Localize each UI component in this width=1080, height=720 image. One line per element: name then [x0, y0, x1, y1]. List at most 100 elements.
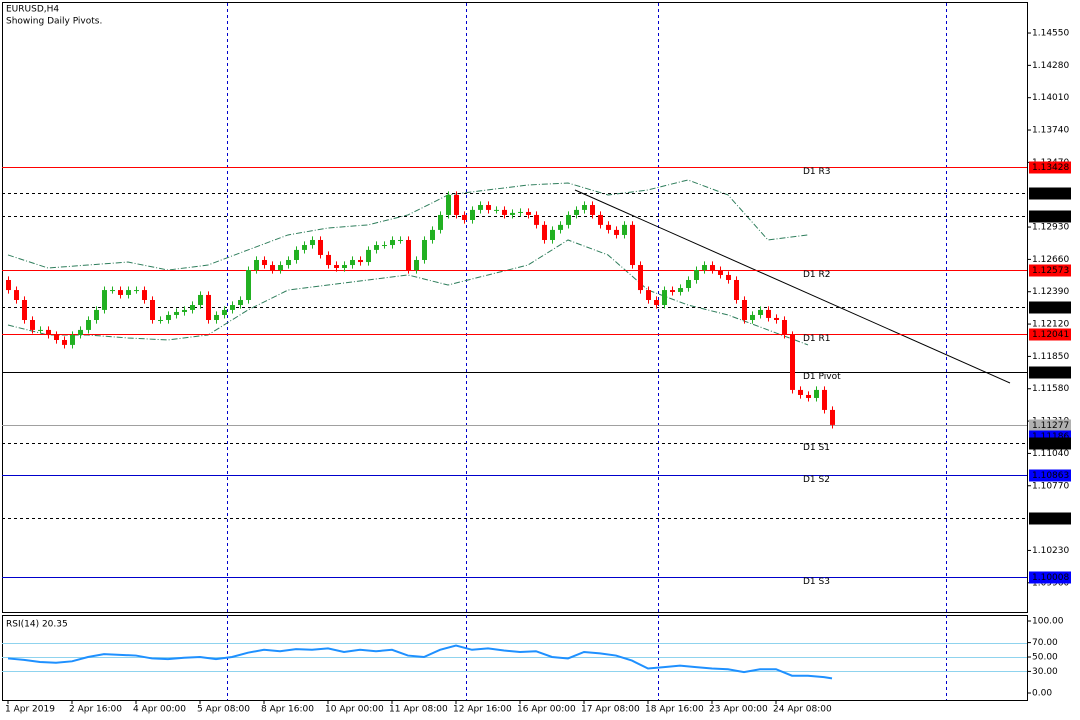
candle-body	[294, 249, 299, 260]
x-tick-label: 5 Apr 08:00	[197, 705, 250, 715]
envelope-band	[7, 179, 809, 271]
candle-body	[686, 279, 691, 289]
candle-body	[262, 259, 267, 266]
candle-body	[46, 329, 51, 335]
level-name: D1 R1	[803, 334, 831, 344]
candle-body	[342, 265, 347, 269]
candle-body	[726, 274, 731, 280]
candle-body	[558, 224, 563, 230]
price-box	[1029, 328, 1071, 341]
candle-body	[590, 205, 595, 215]
x-tick-label: 1 Apr 2019	[5, 705, 55, 715]
candle-body	[710, 265, 715, 271]
candle-body	[94, 309, 99, 320]
candle-body	[622, 224, 627, 235]
candle-body	[406, 239, 411, 271]
candle-body	[550, 229, 555, 240]
candle-body	[374, 245, 379, 250]
x-tick-label: 24 Apr 08:00	[773, 705, 832, 715]
price-box-label: 1.11186	[1032, 432, 1069, 442]
candle-body	[382, 245, 387, 247]
candle-body	[366, 249, 371, 263]
x-tick-label: 10 Apr 00:00	[325, 705, 384, 715]
candle-body	[326, 254, 331, 266]
y-tick-label: 50.00	[1032, 652, 1058, 662]
chart-subtitle: Showing Daily Pivots.	[6, 17, 102, 27]
candle-body	[470, 209, 475, 220]
candle-body	[350, 259, 355, 266]
candle-body	[134, 290, 139, 292]
candle-body	[510, 212, 515, 215]
candle-body	[246, 270, 251, 300]
price-box	[1029, 301, 1071, 314]
price-box-label: 1.13213	[1032, 189, 1069, 199]
price-box	[1029, 210, 1071, 223]
candle-body	[670, 290, 675, 292]
price-box	[1029, 264, 1071, 277]
y-tick-label: 1.10230	[1032, 546, 1069, 556]
candle-body	[598, 214, 603, 225]
price-box-label: 1.10500	[1032, 514, 1069, 524]
y-tick-label: 1.11580	[1032, 384, 1069, 394]
candle-body	[6, 279, 11, 291]
candle-body	[798, 389, 803, 395]
price-box	[1029, 419, 1071, 432]
candle-body	[14, 290, 19, 300]
candle-body	[110, 290, 115, 292]
candle-body	[54, 334, 59, 340]
chart-title: EURUSD,H4	[6, 5, 59, 15]
y-tick-label: 70.00	[1032, 638, 1058, 648]
price-box	[1029, 512, 1071, 525]
candle-body	[390, 239, 395, 246]
candle-body	[566, 214, 571, 225]
price-box-label: 1.12573	[1032, 266, 1069, 276]
price-box	[1029, 469, 1071, 482]
price-box-label: 1.11277	[1032, 421, 1069, 431]
x-tick-label: 11 Apr 08:00	[389, 705, 448, 715]
candle-body	[542, 224, 547, 240]
candle-body	[606, 224, 611, 230]
rsi-title: RSI(14) 20.35	[6, 620, 68, 630]
candle-body	[78, 329, 83, 335]
level-name: D1 S1	[803, 443, 830, 453]
candle-body	[526, 211, 531, 215]
candle-body	[486, 205, 491, 210]
candle-body	[278, 265, 283, 271]
price-box	[1029, 366, 1071, 379]
candle-body	[582, 205, 587, 210]
price-box-label: 1.12259	[1032, 303, 1069, 313]
candle-body	[422, 239, 427, 260]
candle-body	[238, 299, 243, 306]
candle-body	[806, 394, 811, 398]
candle-body	[358, 259, 363, 263]
candle-body	[102, 290, 107, 310]
price-box	[1029, 161, 1071, 174]
candle-body	[694, 270, 699, 280]
candle-body	[502, 209, 507, 215]
candle-body	[30, 319, 35, 330]
x-tick-label: 12 Apr 16:00	[453, 705, 512, 715]
y-tick-label: 1.11040	[1032, 449, 1069, 459]
candle-body	[222, 309, 227, 315]
candle-body	[118, 290, 123, 295]
x-tick-label: 16 Apr 00:00	[517, 705, 576, 715]
candle-body	[814, 389, 819, 398]
candle-body	[126, 290, 131, 295]
candle-body	[478, 205, 483, 210]
candle-body	[614, 229, 619, 235]
x-tick-label: 2 Apr 16:00	[69, 705, 122, 715]
candle-body	[190, 305, 195, 310]
y-tick-label: 100.00	[1032, 616, 1064, 626]
candle-body	[534, 214, 539, 225]
candle-body	[646, 290, 651, 300]
candle-body	[182, 309, 187, 312]
candle-body	[174, 311, 179, 315]
candle-body	[462, 214, 467, 220]
level-name: D1 R3	[803, 167, 831, 177]
y-tick-label: 1.14010	[1032, 93, 1069, 103]
candle-body	[430, 229, 435, 240]
price-box	[1029, 571, 1071, 584]
candle-body	[822, 389, 827, 410]
candle-body	[718, 270, 723, 275]
